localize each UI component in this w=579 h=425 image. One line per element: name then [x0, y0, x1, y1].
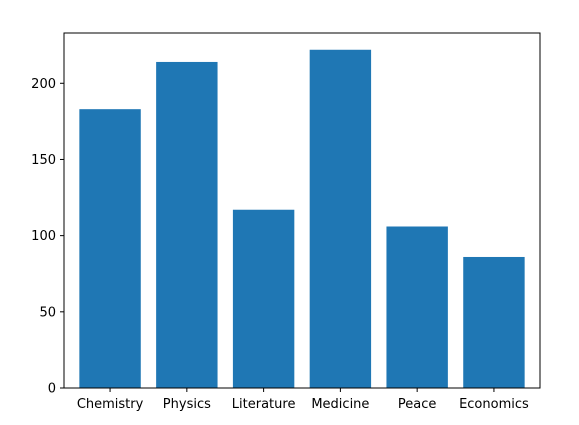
y-tick-label: 100 — [31, 229, 56, 244]
x-tick-label: Literature — [232, 397, 296, 412]
bars-group — [79, 49, 525, 389]
x-tick-label: Peace — [398, 397, 437, 412]
y-tick-label: 150 — [31, 153, 56, 168]
bar-physics — [156, 61, 218, 389]
bar-economics — [463, 256, 525, 388]
y-tick-label: 50 — [39, 305, 56, 320]
x-tick-label: Chemistry — [77, 397, 144, 412]
y-tick-label: 0 — [48, 382, 56, 397]
bar-medicine — [309, 49, 372, 389]
x-tick-label: Physics — [163, 397, 211, 412]
x-tick-label: Economics — [459, 397, 529, 412]
x-tick-label: Medicine — [311, 397, 369, 412]
bar-literature — [232, 209, 295, 388]
bar-peace — [386, 226, 448, 388]
axes-frame — [63, 32, 541, 389]
ticks-group: Chemistry Physics Literature Medicine Peace E… — [31, 77, 529, 412]
y-tick-label: 200 — [31, 77, 56, 92]
bar-chemistry — [79, 109, 141, 388]
